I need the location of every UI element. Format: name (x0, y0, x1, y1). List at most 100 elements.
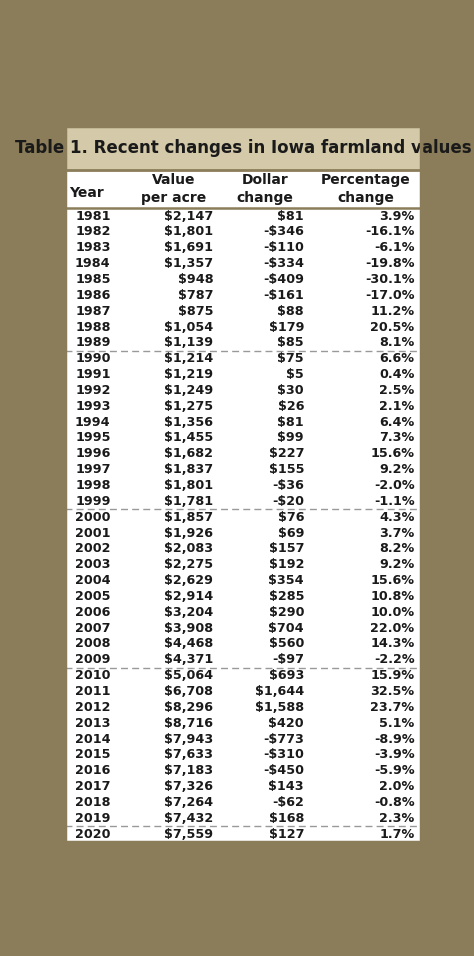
Text: $5,064: $5,064 (164, 669, 213, 683)
Text: 2017: 2017 (75, 780, 110, 793)
Text: $6,708: $6,708 (164, 685, 213, 698)
Text: $30: $30 (277, 384, 304, 397)
Text: $81: $81 (277, 209, 304, 223)
Text: -6.1%: -6.1% (374, 241, 414, 254)
Text: $7,183: $7,183 (164, 764, 213, 777)
Text: -3.9%: -3.9% (374, 749, 414, 761)
Text: $704: $704 (268, 621, 304, 635)
Text: $75: $75 (277, 352, 304, 365)
Text: 2006: 2006 (75, 606, 110, 619)
Text: 14.3%: 14.3% (370, 638, 414, 650)
Text: $2,629: $2,629 (164, 574, 213, 587)
Text: $1,691: $1,691 (164, 241, 213, 254)
Text: -$409: -$409 (263, 273, 304, 286)
Text: 23.7%: 23.7% (370, 701, 414, 714)
Text: $2,275: $2,275 (164, 558, 213, 572)
Text: 2001: 2001 (75, 527, 110, 539)
Text: 15.6%: 15.6% (371, 574, 414, 587)
Text: 2020: 2020 (75, 828, 110, 840)
Text: $85: $85 (277, 337, 304, 349)
Text: 1981: 1981 (75, 209, 110, 223)
Text: 20.5%: 20.5% (370, 320, 414, 334)
Text: 2.0%: 2.0% (379, 780, 414, 793)
Text: 1991: 1991 (75, 368, 110, 381)
Text: $2,914: $2,914 (164, 590, 213, 603)
Text: 2009: 2009 (75, 653, 110, 666)
Text: -30.1%: -30.1% (365, 273, 414, 286)
Text: 2005: 2005 (75, 590, 110, 603)
Text: -17.0%: -17.0% (365, 289, 414, 302)
Text: 1995: 1995 (75, 431, 110, 445)
Text: 2003: 2003 (75, 558, 110, 572)
Text: $1,275: $1,275 (164, 400, 213, 413)
Text: 3.9%: 3.9% (379, 209, 414, 223)
Text: -2.0%: -2.0% (374, 479, 414, 492)
Text: $7,432: $7,432 (164, 812, 213, 825)
Text: -$20: -$20 (272, 495, 304, 508)
Text: -$346: -$346 (263, 226, 304, 238)
Text: $26: $26 (277, 400, 304, 413)
Text: $5: $5 (286, 368, 304, 381)
Text: $1,926: $1,926 (164, 527, 213, 539)
Text: $4,371: $4,371 (164, 653, 213, 666)
Text: 7.3%: 7.3% (379, 431, 414, 445)
Text: $1,801: $1,801 (164, 226, 213, 238)
Text: 1986: 1986 (75, 289, 110, 302)
Text: 2015: 2015 (75, 749, 110, 761)
Text: 3.7%: 3.7% (379, 527, 414, 539)
Text: -$36: -$36 (272, 479, 304, 492)
Text: -16.1%: -16.1% (365, 226, 414, 238)
Text: 2.3%: 2.3% (379, 812, 414, 825)
Text: 2.1%: 2.1% (379, 400, 414, 413)
Text: 32.5%: 32.5% (370, 685, 414, 698)
Text: $1,455: $1,455 (164, 431, 213, 445)
Text: 2004: 2004 (75, 574, 110, 587)
Text: 6.4%: 6.4% (379, 416, 414, 428)
Text: $1,054: $1,054 (164, 320, 213, 334)
Text: 1997: 1997 (75, 463, 110, 476)
Text: -$334: -$334 (263, 257, 304, 271)
Text: 22.0%: 22.0% (370, 621, 414, 635)
Text: -8.9%: -8.9% (374, 732, 414, 746)
Text: $875: $875 (178, 305, 213, 317)
Text: 2008: 2008 (75, 638, 110, 650)
Text: $7,326: $7,326 (164, 780, 213, 793)
Text: $76: $76 (277, 511, 304, 524)
Text: $1,356: $1,356 (164, 416, 213, 428)
Text: $1,588: $1,588 (255, 701, 304, 714)
Text: $127: $127 (268, 828, 304, 840)
Text: $1,801: $1,801 (164, 479, 213, 492)
Text: -$161: -$161 (263, 289, 304, 302)
Text: 2016: 2016 (75, 764, 110, 777)
Text: 2019: 2019 (75, 812, 110, 825)
Text: 1984: 1984 (75, 257, 110, 271)
Text: Table 1. Recent changes in Iowa farmland values: Table 1. Recent changes in Iowa farmland… (15, 139, 471, 157)
Text: 15.9%: 15.9% (370, 669, 414, 683)
Text: 1985: 1985 (75, 273, 110, 286)
Text: -$773: -$773 (263, 732, 304, 746)
Text: $420: $420 (268, 717, 304, 729)
Text: $948: $948 (178, 273, 213, 286)
Text: 9.2%: 9.2% (379, 463, 414, 476)
Text: $1,781: $1,781 (164, 495, 213, 508)
Text: 4.3%: 4.3% (379, 511, 414, 524)
Text: $285: $285 (268, 590, 304, 603)
Bar (65, 126, 421, 170)
Text: 1992: 1992 (75, 384, 110, 397)
Text: -$110: -$110 (263, 241, 304, 254)
Text: $1,214: $1,214 (164, 352, 213, 365)
Text: $157: $157 (268, 542, 304, 555)
Text: $81: $81 (277, 416, 304, 428)
Text: $7,264: $7,264 (164, 796, 213, 809)
Text: $168: $168 (269, 812, 304, 825)
Text: 2011: 2011 (75, 685, 110, 698)
Text: $3,204: $3,204 (164, 606, 213, 619)
Text: 10.8%: 10.8% (370, 590, 414, 603)
Text: 10.0%: 10.0% (370, 606, 414, 619)
Text: 6.6%: 6.6% (380, 352, 414, 365)
Text: $2,083: $2,083 (164, 542, 213, 555)
Text: 9.2%: 9.2% (379, 558, 414, 572)
Text: $8,716: $8,716 (164, 717, 213, 729)
Text: $2,147: $2,147 (164, 209, 213, 223)
Text: -$450: -$450 (263, 764, 304, 777)
